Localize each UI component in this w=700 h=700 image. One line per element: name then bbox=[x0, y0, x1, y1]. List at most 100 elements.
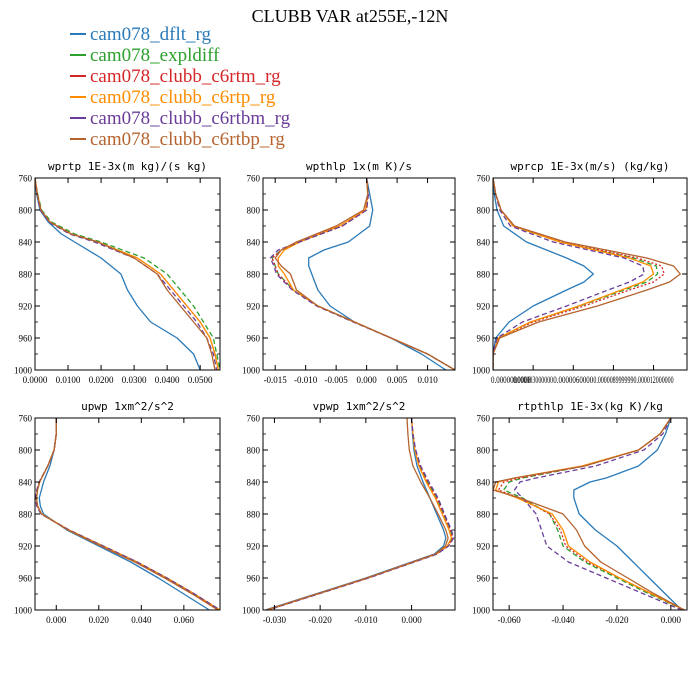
series-line bbox=[493, 178, 681, 370]
x-tick-label: -0.020 bbox=[309, 615, 333, 625]
series-line bbox=[513, 418, 682, 610]
legend-label: cam078_clubb_c6rtp_rg bbox=[90, 87, 276, 108]
y-tick-label: 840 bbox=[247, 478, 261, 488]
x-tick-label: 0.0500 bbox=[188, 375, 213, 385]
legend-entry: cam078_clubb_c6rtp_rg bbox=[70, 87, 276, 108]
x-tick-label: 0.000003000000 bbox=[513, 375, 553, 385]
series-line bbox=[35, 178, 220, 370]
y-tick-label: 920 bbox=[247, 542, 261, 552]
series-line bbox=[35, 418, 220, 610]
y-tick-label: 800 bbox=[247, 206, 261, 216]
x-tick-label: -0.040 bbox=[551, 615, 575, 625]
y-tick-label: 840 bbox=[19, 478, 33, 488]
x-tick-label: 0.0200 bbox=[89, 375, 114, 385]
y-tick-label: 760 bbox=[477, 414, 491, 424]
x-tick-label: -0.020 bbox=[605, 615, 629, 625]
y-tick-label: 960 bbox=[247, 574, 261, 584]
panel-title: wprtp 1E-3x(m kg)/(s kg) bbox=[48, 160, 207, 173]
y-tick-label: 840 bbox=[19, 238, 33, 248]
chart-panel: wpthlp 1x(m K)/s7608008408809209601000-0… bbox=[242, 160, 456, 385]
legend-label: cam078_dflt_rg bbox=[90, 24, 212, 45]
series-line bbox=[493, 418, 685, 610]
panel-title: rtpthlp 1E-3x(kg K)/kg bbox=[517, 400, 663, 413]
series-group bbox=[269, 178, 455, 370]
y-tick-label: 1000 bbox=[472, 606, 491, 616]
x-tick-label: 0.000 bbox=[46, 615, 67, 625]
legend-entry: cam078_clubb_c6rtbp_rg bbox=[70, 129, 285, 150]
legend-entry: cam078_clubb_c6rtm_rg bbox=[70, 66, 281, 87]
y-tick-label: 880 bbox=[19, 510, 33, 520]
y-tick-label: 760 bbox=[19, 414, 33, 424]
y-tick-label: 840 bbox=[477, 478, 491, 488]
x-tick-label: 0.000008999999 bbox=[593, 375, 633, 385]
x-tick-label: -0.015 bbox=[264, 375, 288, 385]
chart-panel: vpwp 1xm^2/s^27608008408809209601000-0.0… bbox=[242, 400, 456, 625]
x-tick-label: 0.000 bbox=[356, 375, 377, 385]
y-tick-label: 800 bbox=[477, 206, 491, 216]
x-tick-label: 0.0300 bbox=[122, 375, 147, 385]
y-tick-label: 920 bbox=[19, 302, 33, 312]
x-tick-label: -0.010 bbox=[294, 375, 318, 385]
y-tick-label: 760 bbox=[19, 174, 33, 184]
series-line bbox=[493, 178, 594, 370]
x-tick-label: -0.005 bbox=[325, 375, 349, 385]
legend-label: cam078_clubb_c6rtm_rg bbox=[90, 66, 281, 87]
x-tick-label: 0.010 bbox=[417, 375, 438, 385]
series-line bbox=[38, 418, 210, 610]
legend-label: cam078_clubb_c6rtbp_rg bbox=[90, 129, 285, 150]
y-tick-label: 920 bbox=[19, 542, 33, 552]
series-line bbox=[266, 418, 449, 610]
y-tick-label: 960 bbox=[19, 574, 33, 584]
y-tick-label: 1000 bbox=[242, 366, 261, 376]
panel-title: vpwp 1xm^2/s^2 bbox=[313, 400, 406, 413]
y-tick-label: 800 bbox=[477, 446, 491, 456]
y-tick-label: 880 bbox=[247, 270, 261, 280]
x-tick-label: 0.0000000000 bbox=[491, 375, 531, 385]
y-tick-label: 800 bbox=[19, 206, 33, 216]
y-tick-label: 840 bbox=[477, 238, 491, 248]
legend-entry: cam078_dflt_rg bbox=[70, 24, 212, 45]
legend-entry: cam078_expldiff bbox=[70, 45, 220, 66]
legend: cam078_dflt_rgcam078_expldiffcam078_club… bbox=[70, 24, 291, 150]
series-line bbox=[269, 178, 455, 370]
x-tick-label: 0.0000060000 bbox=[553, 375, 593, 385]
x-tick-label: 0.005 bbox=[387, 375, 408, 385]
x-tick-label: -0.010 bbox=[354, 615, 378, 625]
y-tick-label: 760 bbox=[247, 414, 261, 424]
x-tick-label: 0.0100 bbox=[56, 375, 81, 385]
y-tick-label: 1000 bbox=[472, 366, 491, 376]
panels: wprtp 1E-3x(m kg)/(s kg) 760 800 840 880 920 9… bbox=[14, 160, 688, 625]
series-line bbox=[573, 418, 683, 610]
y-tick-label: 800 bbox=[19, 446, 33, 456]
chart-panel: wprtp 1E-3x(m kg)/(s kg) 760 800 840 880 920 9… bbox=[14, 160, 221, 385]
series-group bbox=[35, 418, 220, 610]
panel-title: upwp 1xm^2/s^2 bbox=[81, 400, 174, 413]
series-group bbox=[493, 178, 681, 370]
y-tick-label: 880 bbox=[477, 270, 491, 280]
x-tick-label: 0.000 bbox=[401, 615, 422, 625]
x-tick-label: 0.060 bbox=[174, 615, 195, 625]
series-group bbox=[493, 418, 685, 610]
chart-panel: wprcp 1E-3x(m/s) (kg/kg) 760 800 840 880 920 9… bbox=[472, 160, 688, 385]
y-tick-label: 960 bbox=[477, 334, 491, 344]
y-tick-label: 760 bbox=[247, 174, 261, 184]
y-tick-label: 760 bbox=[477, 174, 491, 184]
x-tick-label: 0.040 bbox=[131, 615, 152, 625]
x-tick-label: -0.030 bbox=[263, 615, 287, 625]
x-tick-label: -0.060 bbox=[498, 615, 522, 625]
panel-title: wprcp 1E-3x(m/s) (kg/kg) bbox=[511, 160, 670, 173]
series-line bbox=[274, 178, 455, 370]
y-tick-label: 880 bbox=[19, 270, 33, 280]
y-tick-label: 880 bbox=[477, 510, 491, 520]
y-tick-label: 880 bbox=[247, 510, 261, 520]
series-line bbox=[35, 178, 201, 370]
y-tick-label: 1000 bbox=[14, 366, 33, 376]
y-tick-label: 1000 bbox=[14, 606, 33, 616]
legend-label: cam078_clubb_c6rtbm_rg bbox=[90, 108, 291, 129]
y-tick-label: 920 bbox=[477, 542, 491, 552]
y-tick-label: 960 bbox=[19, 334, 33, 344]
x-tick-label: 0.0000 bbox=[23, 375, 48, 385]
y-tick-label: 960 bbox=[247, 334, 261, 344]
figure-title: CLUBB VAR at255E,-12N bbox=[252, 6, 449, 26]
